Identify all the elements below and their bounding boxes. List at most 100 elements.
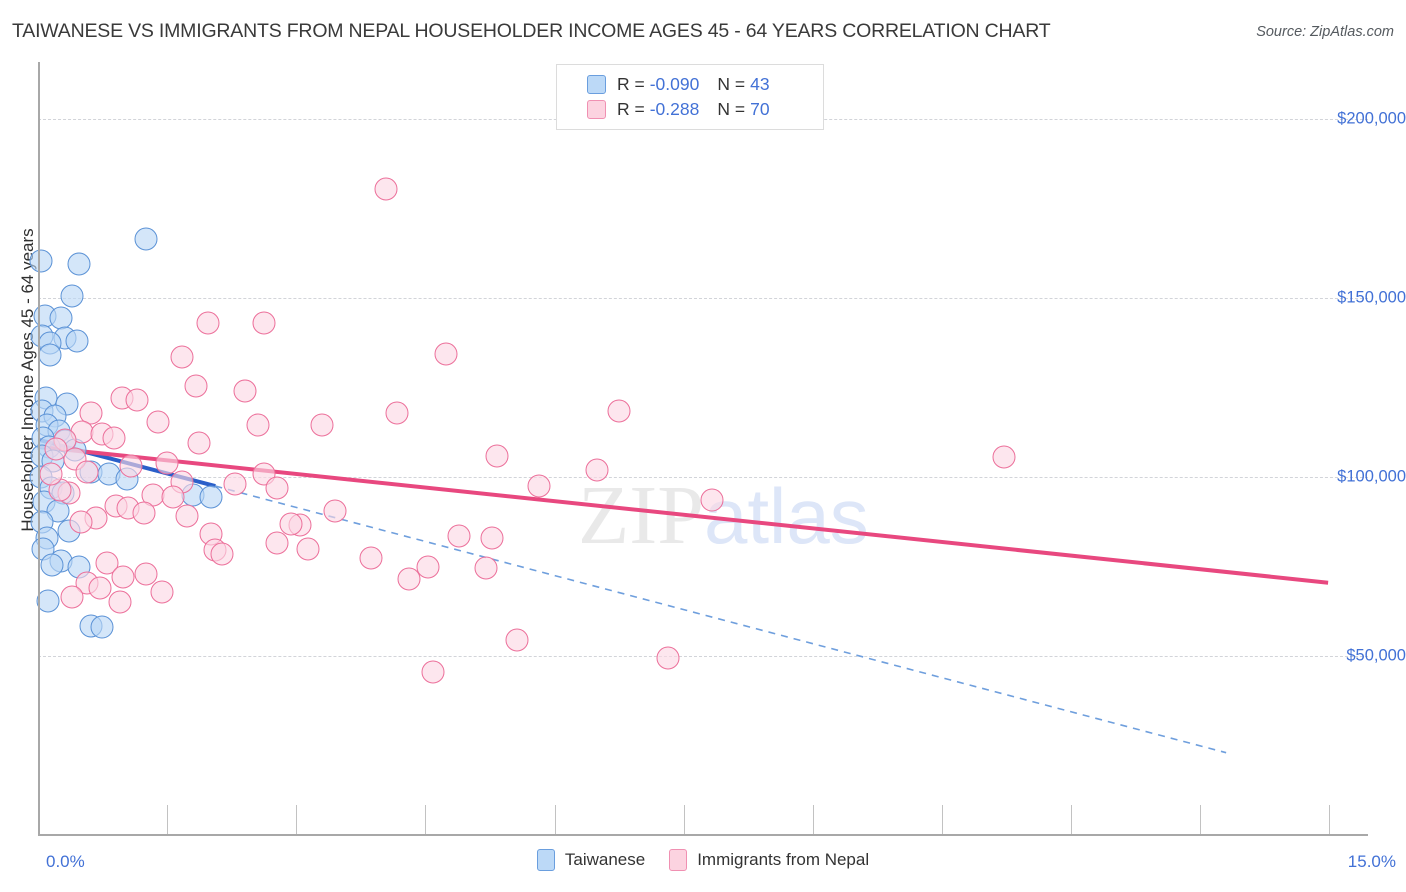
scatter-point bbox=[90, 615, 114, 639]
y-axis-tick-label: $200,000 bbox=[1337, 109, 1406, 128]
r-label: R = bbox=[617, 99, 645, 119]
scatter-point bbox=[108, 590, 132, 614]
x-axis-tick bbox=[683, 805, 685, 834]
y-axis-tick-label: $100,000 bbox=[1337, 467, 1406, 486]
scatter-point bbox=[60, 284, 84, 308]
scatter-point bbox=[38, 343, 62, 367]
scatter-point bbox=[447, 524, 471, 548]
trendline-svg bbox=[38, 437, 1329, 754]
scatter-point bbox=[485, 444, 509, 468]
source-attribution: Source: ZipAtlas.com bbox=[1256, 24, 1394, 40]
scatter-point bbox=[161, 485, 185, 509]
correlation-legend-row: R = -0.288 N = 70 bbox=[587, 97, 823, 122]
scatter-point bbox=[374, 177, 398, 201]
scatter-point bbox=[119, 454, 143, 478]
scatter-point bbox=[155, 451, 179, 475]
scatter-point bbox=[992, 445, 1016, 469]
scatter-point bbox=[359, 546, 382, 570]
n-label: N = bbox=[717, 74, 746, 94]
scatter-point bbox=[175, 504, 199, 528]
series-legend-item[interactable]: Taiwanese bbox=[536, 849, 645, 871]
x-axis-tick bbox=[1200, 805, 1202, 834]
r-label: R = bbox=[617, 74, 645, 94]
n-label: N = bbox=[717, 99, 746, 119]
scatter-point bbox=[607, 399, 631, 423]
scatter-point bbox=[252, 311, 276, 335]
n-value: 43 bbox=[750, 74, 770, 94]
y-axis-line bbox=[38, 62, 40, 835]
x-axis-tick bbox=[1329, 805, 1331, 834]
scatter-point bbox=[79, 401, 103, 425]
scatter-point bbox=[385, 401, 409, 425]
scatter-point bbox=[134, 227, 158, 251]
scatter-point bbox=[36, 589, 60, 613]
scatter-point bbox=[265, 531, 289, 555]
legend-swatch bbox=[587, 100, 606, 119]
gridline bbox=[38, 477, 1368, 479]
scatter-point bbox=[265, 476, 289, 500]
scatter-point bbox=[69, 510, 93, 534]
scatter-point bbox=[505, 628, 529, 652]
scatter-point bbox=[656, 646, 680, 670]
r-value: -0.090 bbox=[649, 74, 700, 94]
scatter-point bbox=[223, 472, 247, 496]
scatter-point bbox=[111, 565, 135, 589]
trendline-immigrants-from-nepal bbox=[38, 444, 1329, 585]
scatter-point bbox=[323, 499, 347, 523]
series-legend: Taiwanese Immigrants from Nepal bbox=[0, 849, 1406, 871]
scatter-point bbox=[146, 410, 170, 434]
plot-area: ZIPatlas bbox=[29, 62, 1368, 835]
scatter-point bbox=[95, 551, 119, 575]
scatter-point bbox=[421, 660, 445, 684]
scatter-point bbox=[233, 379, 257, 403]
scatter-point bbox=[44, 437, 68, 460]
scatter-point bbox=[132, 501, 156, 525]
scatter-point bbox=[296, 537, 320, 561]
scatter-point bbox=[434, 342, 458, 366]
x-axis-label-min: 0.0% bbox=[46, 852, 85, 871]
scatter-point bbox=[102, 426, 126, 450]
series-legend-swatch bbox=[669, 849, 688, 871]
scatter-point bbox=[480, 526, 504, 550]
scatter-point bbox=[527, 474, 551, 498]
n-value: 70 bbox=[750, 99, 770, 119]
scatter-point bbox=[196, 311, 220, 335]
correlation-legend: R = -0.090 N = 43 R = -0.288 N = 70 bbox=[556, 64, 824, 130]
x-axis-tick bbox=[812, 805, 814, 834]
series-legend-swatch bbox=[536, 849, 555, 871]
x-axis-line bbox=[38, 834, 1368, 836]
scatter-point bbox=[187, 431, 211, 455]
scatter-point bbox=[170, 345, 194, 369]
x-axis-tick bbox=[941, 805, 943, 834]
scatter-point bbox=[310, 413, 334, 437]
scatter-point bbox=[67, 252, 91, 276]
r-value: -0.288 bbox=[649, 99, 700, 119]
trendline-extension bbox=[215, 485, 1227, 754]
scatter-point bbox=[397, 567, 421, 591]
scatter-point bbox=[585, 458, 609, 482]
scatter-point bbox=[29, 249, 53, 273]
scatter-point bbox=[39, 462, 63, 486]
scatter-point bbox=[184, 374, 208, 398]
scatter-point bbox=[134, 562, 158, 586]
scatter-point bbox=[246, 413, 270, 437]
scatter-point bbox=[75, 460, 99, 484]
legend-swatch bbox=[587, 75, 606, 94]
page-title: TAIWANESE VS IMMIGRANTS FROM NEPAL HOUSE… bbox=[12, 20, 1051, 42]
series-legend-label: Immigrants from Nepal bbox=[697, 850, 870, 869]
scatter-point bbox=[65, 329, 89, 353]
scatter-point bbox=[125, 388, 149, 412]
scatter-point bbox=[210, 542, 234, 566]
scatter-point bbox=[416, 555, 440, 579]
correlation-legend-row: R = -0.090 N = 43 bbox=[587, 72, 823, 97]
x-axis-tick bbox=[167, 805, 169, 834]
x-axis-tick bbox=[554, 805, 556, 834]
x-axis-tick bbox=[425, 805, 427, 834]
scatter-point bbox=[474, 556, 498, 580]
series-legend-item[interactable]: Immigrants from Nepal bbox=[669, 849, 869, 871]
y-axis-tick-label: $50,000 bbox=[1346, 646, 1406, 665]
x-axis-tick bbox=[1071, 805, 1072, 834]
y-axis-tick-label: $150,000 bbox=[1337, 288, 1406, 307]
scatter-point bbox=[150, 580, 174, 604]
